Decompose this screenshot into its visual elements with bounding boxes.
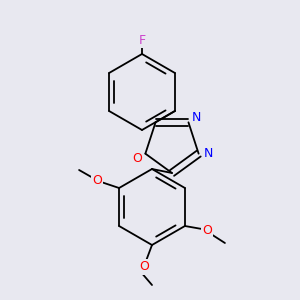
Text: O: O [92,173,102,187]
Text: O: O [132,152,142,165]
Text: N: N [204,147,213,160]
Text: F: F [138,34,146,46]
Text: O: O [139,260,149,274]
Text: O: O [202,224,212,238]
Text: N: N [192,111,201,124]
